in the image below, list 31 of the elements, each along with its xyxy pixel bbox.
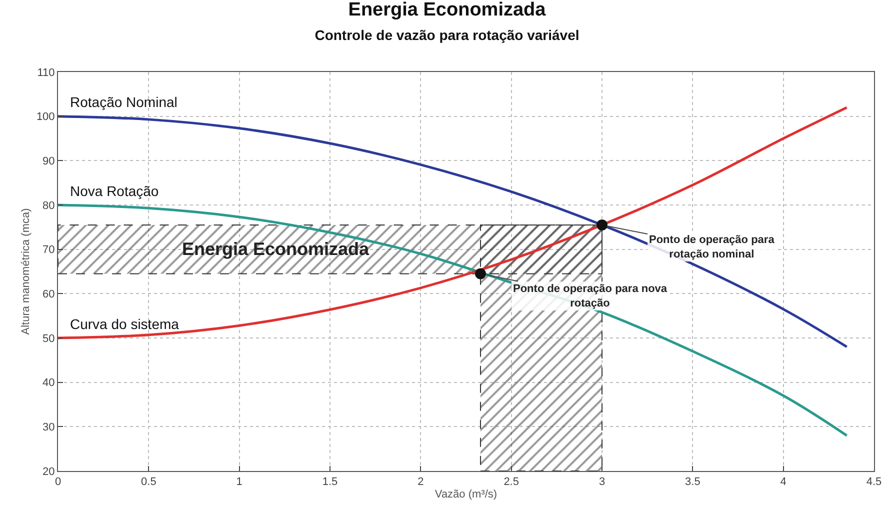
series-label: Nova Rotação bbox=[70, 183, 159, 199]
y-tick-label: 50 bbox=[42, 332, 55, 345]
y-tick-label: 90 bbox=[42, 156, 55, 168]
x-tick-label: 4.5 bbox=[866, 476, 882, 488]
x-axis-title: Vazão (m³/s) bbox=[434, 488, 498, 500]
series-label: Rotação Nominal bbox=[70, 94, 178, 110]
y-tick-label: 110 bbox=[37, 66, 55, 79]
y-tick-label: 40 bbox=[42, 377, 55, 390]
series-label: Curva do sistema bbox=[70, 316, 180, 332]
x-tick-label: 0.5 bbox=[141, 476, 156, 488]
chart-title: Energia Economizada bbox=[348, 0, 546, 20]
y-tick-label: 70 bbox=[42, 244, 55, 256]
y-tick-label: 20 bbox=[42, 466, 55, 478]
annotation: Ponto de operação para rotação nominal bbox=[649, 234, 776, 260]
band-label: Energia Economizada bbox=[182, 239, 370, 259]
y-tick-label: 100 bbox=[36, 111, 55, 124]
y-tick-label: 30 bbox=[42, 422, 55, 434]
x-tick-label: 3 bbox=[598, 476, 606, 488]
y-tick-label: 80 bbox=[42, 200, 55, 212]
x-tick-label: 2 bbox=[418, 476, 424, 488]
annotation: Ponto de operação para nova rotação bbox=[513, 283, 668, 310]
x-tick-label: 0 bbox=[54, 476, 62, 488]
x-tick-label: 2.5 bbox=[504, 476, 519, 488]
x-tick-label: 4 bbox=[780, 476, 786, 488]
y-axis-title: Altura manométrica (mca) bbox=[20, 208, 32, 335]
y-tick-label: 60 bbox=[42, 288, 55, 301]
x-tick-label: 1.5 bbox=[322, 476, 338, 488]
x-tick-label: 1 bbox=[236, 476, 242, 488]
chart-subtitle: Controle de vazão para rotação variável bbox=[314, 27, 580, 44]
x-tick-label: 3.5 bbox=[685, 476, 700, 488]
line-series bbox=[58, 204, 848, 437]
